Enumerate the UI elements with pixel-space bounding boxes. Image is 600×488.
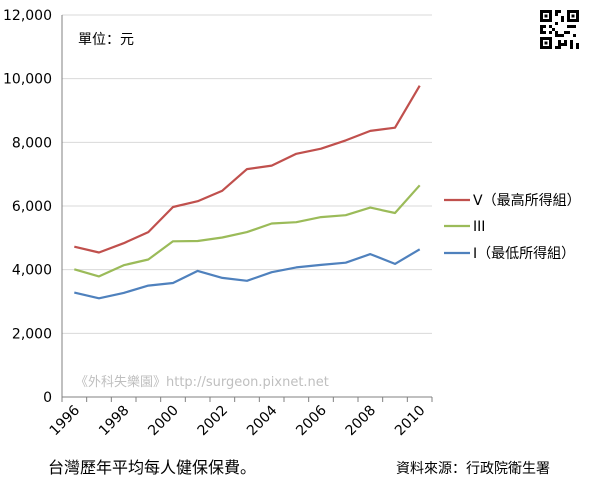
legend-label: I（最低所得組） xyxy=(473,245,575,262)
x-tick-label: 1998 xyxy=(96,403,133,440)
y-tick-label: 0 xyxy=(43,390,52,406)
x-tick-label: 2010 xyxy=(392,403,429,440)
unit-label: 單位：元 xyxy=(78,32,134,48)
legend: V（最高所得組） III I（最低所得組） xyxy=(444,192,581,262)
x-tick-label: 2002 xyxy=(195,403,232,440)
series-line xyxy=(73,184,421,278)
x-tick-label: 2000 xyxy=(145,403,182,440)
caption: 台灣歷年平均每人健保保費。 xyxy=(48,458,256,477)
y-tick-label: 4,000 xyxy=(12,263,52,279)
y-tick-label: 2,000 xyxy=(12,326,52,342)
x-tick-label: 2006 xyxy=(293,402,330,439)
x-axis-tick-labels: 1996 1998 2000 2002 2004 2006 2008 2010 xyxy=(47,402,429,439)
source-note: 資料來源：行政院衛生署 xyxy=(396,461,550,477)
gridlines xyxy=(61,14,433,402)
qr-code-icon xyxy=(540,10,579,49)
series-line xyxy=(74,85,421,254)
legend-label: V（最高所得組） xyxy=(473,192,581,209)
x-tick-label: 2008 xyxy=(343,403,380,440)
y-tick-label: 6,000 xyxy=(12,199,52,215)
series-line xyxy=(74,248,421,300)
y-axis-tick-labels: 0 2,000 4,000 6,000 8,000 10,000 12,000 xyxy=(3,8,52,406)
watermark: 《外科失樂園》http://surgeon.pixnet.net xyxy=(75,374,329,390)
x-tick-label: 2004 xyxy=(244,402,281,439)
legend-label: III xyxy=(473,219,485,235)
y-tick-label: 12,000 xyxy=(3,8,52,24)
series-lines xyxy=(73,85,421,300)
y-tick-label: 8,000 xyxy=(12,135,52,151)
x-tick-label: 1996 xyxy=(47,402,84,439)
y-tick-label: 10,000 xyxy=(3,72,52,88)
